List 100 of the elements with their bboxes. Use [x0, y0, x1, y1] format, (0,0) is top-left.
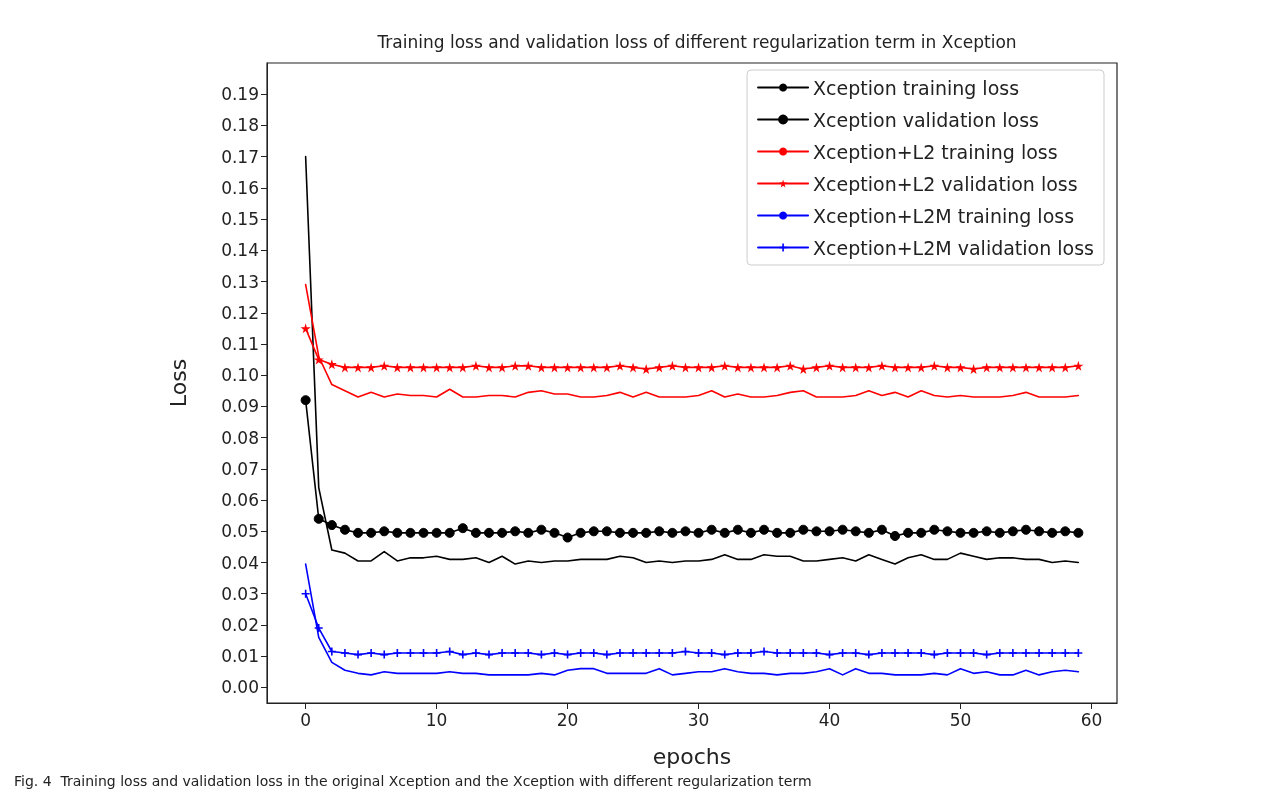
y-tick-label: 0.00	[221, 677, 259, 698]
legend-label: Xception+L2 validation loss	[813, 172, 1078, 195]
point	[746, 649, 755, 658]
point	[890, 530, 900, 541]
y-tick-label: 0.16	[221, 177, 259, 198]
point	[798, 524, 809, 535]
point	[392, 527, 403, 538]
point	[576, 649, 585, 658]
point	[719, 527, 730, 538]
point	[628, 362, 639, 373]
point	[930, 650, 939, 659]
point	[916, 527, 927, 538]
chart-title: Training loss and validation loss of different regularization term in Xception	[376, 31, 1017, 52]
point	[458, 650, 467, 659]
point	[301, 589, 310, 598]
y-tick-label: 0.04	[221, 552, 259, 573]
point	[615, 649, 624, 658]
y-tick-label: 0.02	[221, 614, 259, 635]
point	[614, 527, 625, 538]
point	[812, 649, 821, 658]
x-tick-label: 20	[556, 709, 579, 730]
point	[444, 527, 455, 538]
point	[929, 524, 940, 535]
point	[367, 649, 376, 658]
point	[891, 649, 899, 658]
point	[314, 624, 323, 633]
point	[575, 362, 586, 373]
x-tick-label: 40	[818, 709, 841, 730]
point	[994, 362, 1005, 373]
point	[981, 526, 992, 537]
point	[877, 649, 886, 658]
point	[1007, 526, 1018, 537]
y-tick-label: 0.10	[221, 365, 259, 386]
point	[942, 362, 953, 373]
point	[405, 362, 416, 373]
point	[1073, 527, 1084, 538]
point	[917, 649, 926, 658]
point	[773, 649, 782, 658]
point	[1034, 362, 1045, 373]
point	[470, 527, 481, 538]
point	[876, 524, 887, 535]
point	[668, 649, 677, 658]
point	[340, 649, 349, 658]
point	[485, 650, 493, 659]
point	[524, 649, 533, 658]
point	[379, 526, 390, 537]
point	[706, 524, 717, 535]
point	[536, 524, 547, 535]
point	[850, 526, 861, 537]
y-tick-label: 0.19	[221, 84, 259, 105]
point	[326, 359, 337, 370]
point	[354, 650, 363, 659]
point	[667, 527, 678, 538]
point	[1008, 649, 1017, 658]
point	[614, 360, 625, 371]
line-series	[304, 283, 1080, 398]
point	[693, 527, 704, 538]
point	[444, 362, 455, 373]
point	[903, 362, 914, 373]
point	[863, 362, 874, 373]
point	[968, 527, 979, 538]
legend-label: Xception validation loss	[813, 108, 1040, 131]
y-tick-label: 0.01	[221, 646, 259, 667]
point	[353, 527, 364, 538]
point	[994, 527, 1005, 538]
point	[536, 362, 547, 373]
point	[313, 354, 324, 365]
point	[1020, 362, 1031, 373]
point	[497, 527, 508, 538]
point	[457, 523, 468, 534]
point	[719, 360, 730, 371]
point	[523, 527, 534, 538]
point	[798, 363, 809, 374]
x-axis-title: epochs	[652, 743, 732, 769]
point	[641, 527, 652, 538]
x-tick-label: 30	[687, 709, 710, 730]
point	[313, 513, 324, 524]
point	[876, 360, 887, 371]
point	[393, 649, 402, 658]
point	[549, 362, 560, 373]
point	[955, 527, 966, 538]
y-tick-label: 0.15	[221, 209, 259, 230]
point	[680, 362, 691, 373]
point	[601, 362, 612, 373]
point	[837, 524, 848, 535]
point	[955, 362, 966, 373]
point	[523, 360, 534, 371]
point	[549, 527, 560, 538]
y-tick-label: 0.05	[221, 521, 259, 542]
point	[562, 362, 573, 373]
point	[601, 526, 612, 537]
point	[654, 526, 665, 537]
y-tick-label: 0.18	[221, 115, 259, 136]
point	[470, 360, 481, 371]
point	[707, 649, 716, 658]
point	[1021, 649, 1030, 658]
point	[759, 362, 770, 373]
point	[392, 362, 403, 373]
point	[890, 362, 900, 373]
point	[706, 362, 717, 373]
